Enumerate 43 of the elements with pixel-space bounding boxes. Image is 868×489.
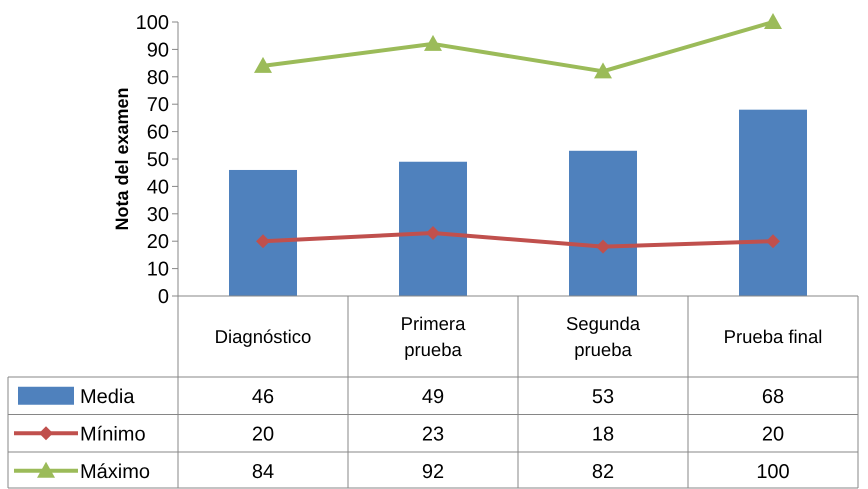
point [424, 34, 442, 51]
data-label: 100 [756, 460, 790, 483]
point [596, 240, 610, 254]
y-tick-label: 30 [146, 204, 169, 226]
data-label: 53 [592, 386, 614, 408]
x-tick-label: Diagnóstico [214, 326, 312, 347]
y-tick-label: 80 [146, 66, 169, 89]
data-label: 84 [252, 460, 274, 483]
x-tick-label: Prueba final [724, 326, 822, 347]
data-label: 49 [422, 386, 444, 408]
data-label: 92 [422, 460, 444, 483]
y-tick-label: 0 [158, 286, 169, 308]
x-tick-label: Segunda prueba [566, 312, 641, 360]
y-tick-label: 10 [146, 258, 169, 281]
data-label: 82 [592, 460, 614, 483]
data-label: 46 [252, 386, 274, 408]
point [594, 62, 612, 78]
x-tick-label: Primera prueba [400, 312, 466, 360]
point [254, 56, 272, 73]
y-tick-label: 50 [146, 149, 169, 171]
point [426, 226, 440, 240]
y-tick-label: 90 [146, 39, 169, 62]
legend-label: Mínimo [80, 423, 146, 446]
point [764, 13, 782, 29]
legend-label: Media [80, 386, 136, 408]
y-tick-label: 60 [146, 122, 169, 144]
bar [569, 150, 637, 296]
bar [399, 162, 467, 296]
y-tick-label: 20 [146, 231, 169, 254]
legend-label: Máximo [80, 460, 150, 483]
data-label: 20 [762, 423, 784, 446]
data-label: 23 [422, 423, 444, 446]
bar [739, 110, 807, 296]
y-tick-label: 100 [136, 12, 169, 34]
bar [229, 170, 297, 296]
y-tick-label: 40 [146, 176, 169, 198]
point [256, 234, 270, 248]
y-tick-label: 70 [146, 94, 169, 116]
data-label: 20 [252, 423, 274, 446]
point [766, 234, 780, 248]
data-label: 68 [762, 386, 784, 408]
data-label: 18 [592, 423, 614, 446]
y-axis-title: Nota del examen [112, 87, 132, 231]
